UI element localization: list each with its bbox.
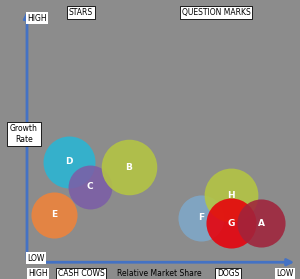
Point [88, 185, 92, 189]
Text: B: B [126, 163, 132, 172]
Text: G: G [227, 219, 235, 228]
Text: E: E [51, 210, 57, 219]
Text: D: D [65, 157, 73, 166]
Text: CASH COWS: CASH COWS [58, 270, 104, 278]
Point [52, 213, 56, 217]
Text: HIGH: HIGH [28, 270, 48, 278]
Text: H: H [227, 191, 235, 200]
Text: Relative Market Share: Relative Market Share [117, 270, 201, 278]
Text: HIGH: HIGH [27, 14, 46, 23]
Point [127, 165, 131, 170]
Text: LOW: LOW [27, 254, 44, 263]
Text: A: A [257, 219, 265, 228]
Point [229, 193, 233, 198]
Text: DOGS: DOGS [217, 270, 239, 278]
Point [259, 221, 263, 225]
Text: STARS: STARS [69, 8, 93, 17]
Point [199, 215, 203, 220]
Text: LOW: LOW [277, 270, 294, 278]
Text: QUESTION MARKS: QUESTION MARKS [182, 8, 250, 17]
Text: F: F [198, 213, 204, 222]
Point [229, 221, 233, 225]
Text: Growth
Rate: Growth Rate [10, 124, 38, 144]
Point [67, 160, 71, 164]
Text: C: C [87, 182, 93, 191]
